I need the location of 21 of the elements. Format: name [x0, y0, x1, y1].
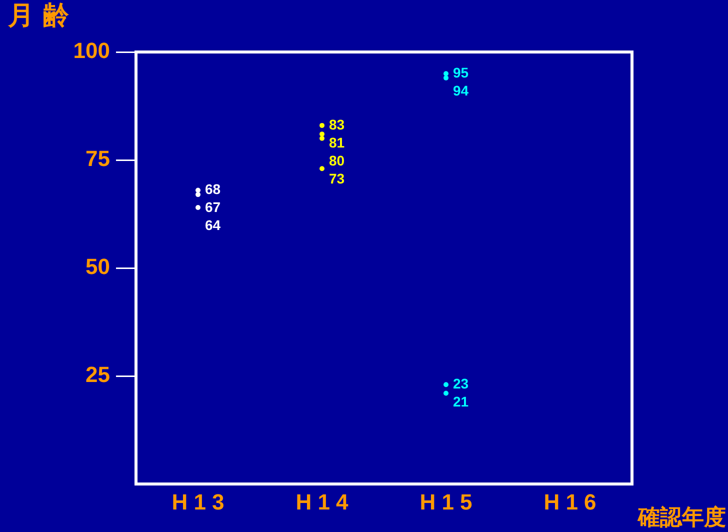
x-tick-label: H 1 4 [296, 489, 350, 514]
x-tick-label: H 1 5 [420, 489, 472, 514]
x-tick-label: H 1 6 [544, 489, 596, 514]
data-label: 80 [329, 152, 345, 168]
data-label: 67 [205, 199, 221, 216]
x-axis-title: 確認年度 [637, 504, 726, 531]
data-label: 95 [453, 64, 469, 80]
data-label: 68 [205, 181, 221, 198]
x-tick-label: H 1 3 [172, 489, 224, 514]
data-label: 73 [329, 170, 345, 186]
data-label: 94 [453, 82, 469, 98]
data-label: 23 [453, 376, 469, 392]
y-tick-label: 25 [86, 362, 110, 388]
data-label: 81 [329, 134, 345, 150]
data-label: 83 [329, 116, 345, 132]
y-tick-label: 100 [73, 38, 110, 64]
data-label: 64 [205, 217, 221, 234]
data-label: 21 [453, 394, 469, 410]
y-tick-label: 75 [86, 146, 110, 172]
y-axis-title: 月 齢 [7, 0, 70, 31]
y-tick-label: 50 [86, 254, 110, 280]
